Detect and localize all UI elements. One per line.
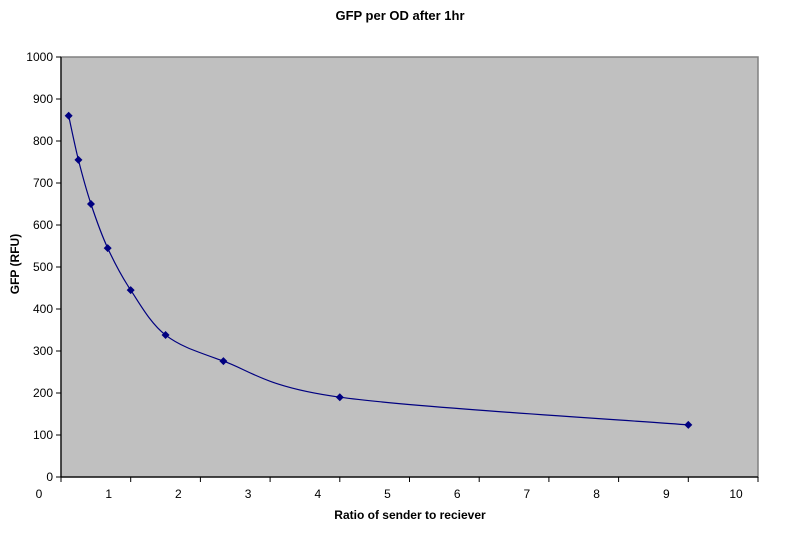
y-tick-label: 500 [33,260,53,274]
data-point-marker [74,155,83,164]
data-point-marker [64,111,73,120]
y-tick-label: 700 [33,176,53,190]
x-tick-label: 3 [245,487,252,501]
y-tick-label: 1000 [26,50,53,64]
data-point-marker [86,200,95,208]
x-tick-label: 9 [663,487,670,501]
y-tick-label: 200 [33,386,53,400]
x-tick-label: 4 [314,487,321,501]
x-tick-label: 7 [524,487,531,501]
x-tick-label: 6 [454,487,461,501]
y-axis: 0 100 200 300 400 500 600 700 800 900 1000 [26,50,62,484]
x-tick-label: 5 [384,487,391,501]
x-axis-title: Ratio of sender to reciever [334,508,486,522]
x-axis: 0 1 2 3 4 5 6 7 8 9 10 [36,476,759,501]
y-tick-label: 400 [33,302,53,316]
x-tick-label: 2 [175,487,182,501]
y-tick-label: 600 [33,218,53,232]
x-tick-label: 8 [593,487,600,501]
y-tick-label: 0 [46,470,53,484]
x-tick-label: 1 [105,487,112,501]
y-tick-label: 800 [33,134,53,148]
data-point-marker [103,244,112,253]
y-tick-label: 900 [33,92,53,106]
series-markers [64,111,693,429]
series-line [68,115,689,426]
data-point-marker [335,393,344,402]
data-point-marker [126,286,135,295]
data-point-marker [219,357,228,366]
y-tick-label: 100 [33,428,53,442]
y-axis-title: GFP (RFU) [8,233,22,295]
y-tick-label: 300 [33,344,53,358]
x-tick-label: 10 [729,487,743,501]
chart-title: GFP per OD after 1hr [335,8,465,23]
data-point-marker [161,331,170,340]
x-tick-label: 0 [36,487,43,501]
plot-area [60,56,759,478]
data-point-marker [684,420,693,429]
